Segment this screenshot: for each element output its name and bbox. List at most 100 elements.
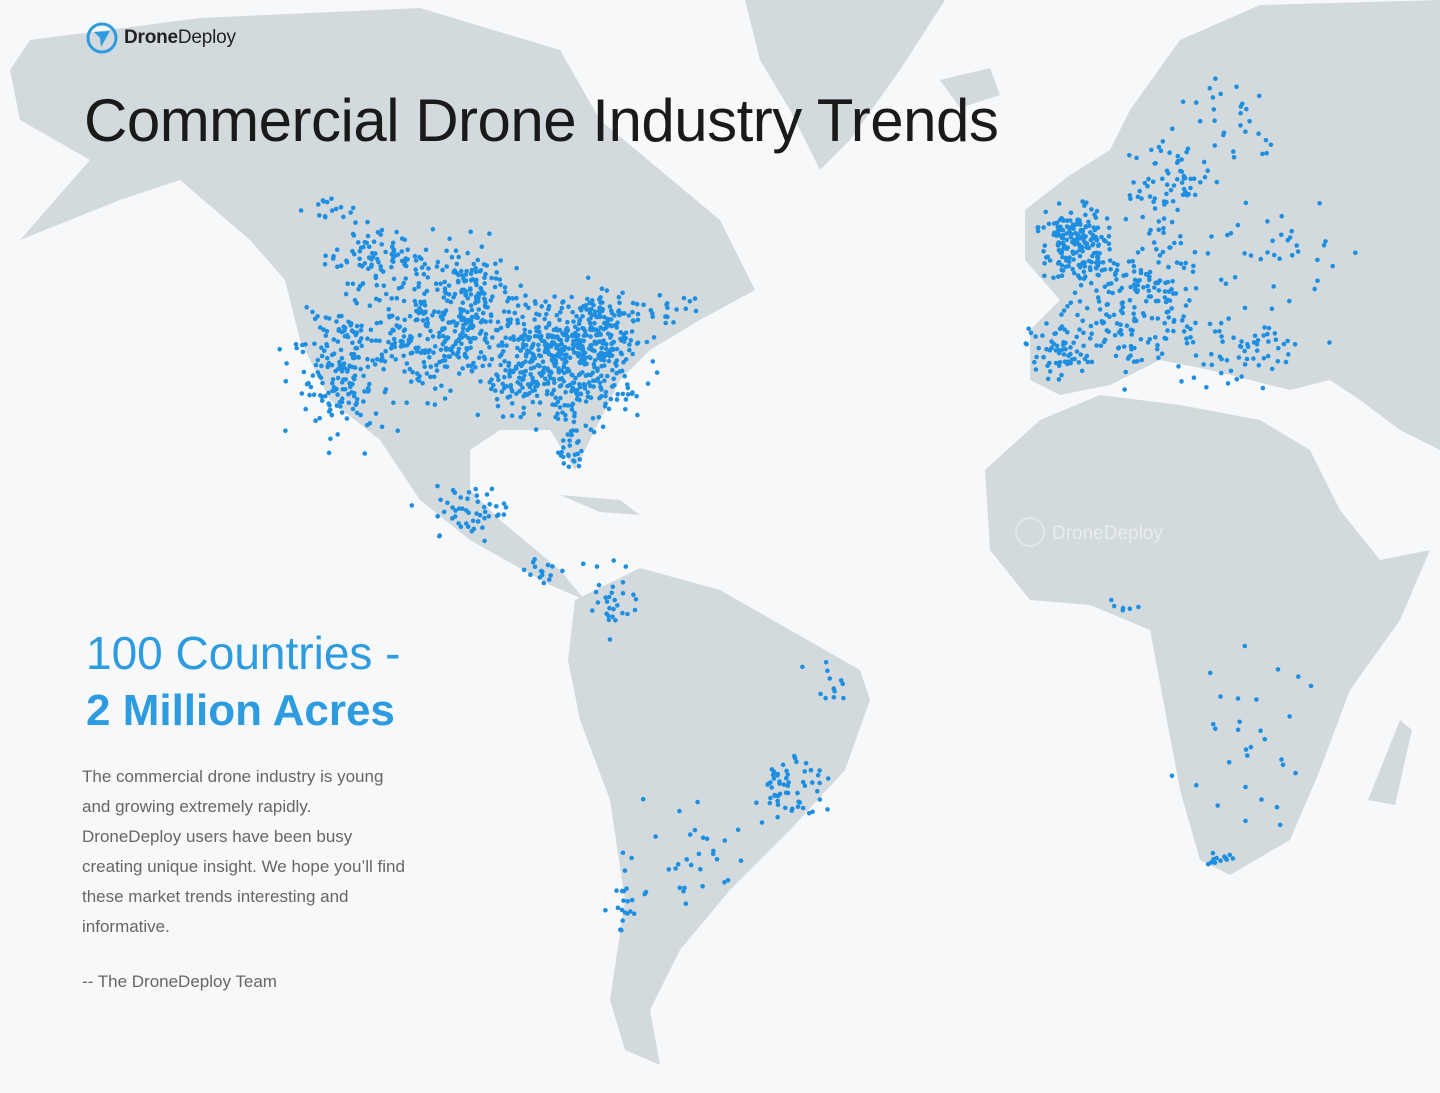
user-location-dot [491, 382, 496, 388]
user-location-dot [781, 782, 787, 787]
user-location-dot [1076, 233, 1081, 239]
user-location-dot [1242, 348, 1247, 354]
user-location-dot [1089, 359, 1095, 365]
user-location-dot [1112, 333, 1118, 338]
user-location-dot [1107, 225, 1112, 231]
user-location-dot [1076, 360, 1082, 365]
user-location-dot [365, 386, 371, 391]
user-location-dot [1218, 320, 1224, 326]
user-location-dot [357, 283, 363, 289]
user-location-dot [681, 295, 687, 301]
user-location-dot [1210, 850, 1216, 856]
user-location-dot [453, 248, 459, 253]
user-location-dot [1289, 228, 1294, 234]
user-location-dot [1171, 317, 1177, 323]
user-location-dot [817, 768, 822, 773]
user-location-dot [1225, 381, 1231, 386]
user-location-dot [471, 261, 477, 267]
user-location-dot [775, 802, 781, 807]
user-location-dot [379, 242, 385, 247]
user-location-dot [475, 519, 481, 524]
user-location-dot [1247, 119, 1252, 124]
user-location-dot [413, 317, 419, 323]
user-location-dot [1161, 230, 1166, 235]
user-location-dot [1060, 268, 1066, 273]
user-location-dot [1161, 216, 1167, 221]
user-location-dot [456, 314, 462, 319]
user-location-dot [1174, 160, 1180, 166]
user-location-dot [432, 402, 438, 407]
user-location-dot [1228, 368, 1234, 374]
user-location-dot [1262, 325, 1267, 330]
user-location-dot [767, 800, 773, 806]
user-location-dot [784, 768, 789, 774]
user-location-dot [1047, 258, 1053, 263]
user-location-dot [792, 753, 797, 759]
user-location-dot [802, 769, 807, 774]
user-location-dot [1035, 225, 1041, 230]
user-location-dot [1107, 246, 1112, 252]
user-location-dot [1178, 261, 1184, 267]
user-location-dot [1150, 179, 1156, 185]
user-location-dot [1179, 379, 1184, 384]
user-location-dot [628, 909, 633, 914]
user-location-dot [1171, 183, 1177, 188]
user-location-dot [684, 857, 689, 862]
user-location-dot [477, 512, 483, 518]
user-location-dot [371, 239, 377, 244]
brand-logo[interactable]: DroneDeploy [86, 22, 236, 54]
user-location-dot [408, 379, 414, 384]
user-location-dot [810, 780, 815, 785]
user-location-dot [322, 214, 328, 219]
user-location-dot [456, 278, 461, 284]
user-location-dot [1127, 153, 1132, 158]
user-location-dot [352, 391, 357, 396]
user-location-dot [1132, 277, 1138, 283]
user-location-dot [644, 339, 650, 345]
user-location-dot [1287, 714, 1292, 719]
user-location-dot [1071, 226, 1076, 232]
user-location-dot [283, 379, 289, 384]
user-location-dot [515, 345, 520, 351]
user-location-dot [432, 386, 438, 391]
user-location-dot [1164, 168, 1170, 174]
user-location-dot [478, 285, 483, 291]
user-location-dot [1239, 374, 1244, 379]
user-location-dot [303, 406, 309, 412]
user-location-dot [683, 306, 689, 312]
user-location-dot [468, 229, 474, 235]
user-location-dot [1089, 236, 1095, 241]
user-location-dot [465, 496, 470, 502]
user-location-dot [650, 310, 655, 316]
user-location-dot [389, 296, 395, 301]
user-location-dot [693, 308, 699, 314]
user-location-dot [1218, 370, 1224, 376]
user-location-dot [1160, 176, 1165, 182]
user-location-dot [381, 366, 386, 372]
user-location-dot [465, 295, 471, 301]
user-location-dot [381, 283, 387, 289]
user-location-dot [515, 320, 521, 326]
user-location-dot [1088, 280, 1094, 286]
user-location-dot [1240, 101, 1245, 107]
user-location-dot [1079, 228, 1085, 234]
user-location-dot [1054, 343, 1060, 349]
user-location-dot [475, 412, 481, 418]
user-location-dot [1086, 258, 1092, 264]
user-location-dot [1131, 269, 1137, 274]
user-location-dot [557, 405, 563, 410]
user-location-dot [561, 461, 567, 466]
user-location-dot [1214, 179, 1220, 185]
user-location-dot [1120, 607, 1126, 613]
user-location-dot [1067, 229, 1072, 235]
user-location-dot [323, 253, 328, 259]
user-location-dot [827, 676, 833, 681]
user-location-dot [420, 300, 425, 306]
user-location-dot [614, 358, 620, 363]
user-location-dot [501, 512, 507, 517]
user-location-dot [640, 796, 646, 802]
user-location-dot [536, 324, 541, 330]
user-location-dot [558, 453, 564, 458]
user-location-dot [1095, 255, 1101, 261]
user-location-dot [810, 809, 815, 815]
